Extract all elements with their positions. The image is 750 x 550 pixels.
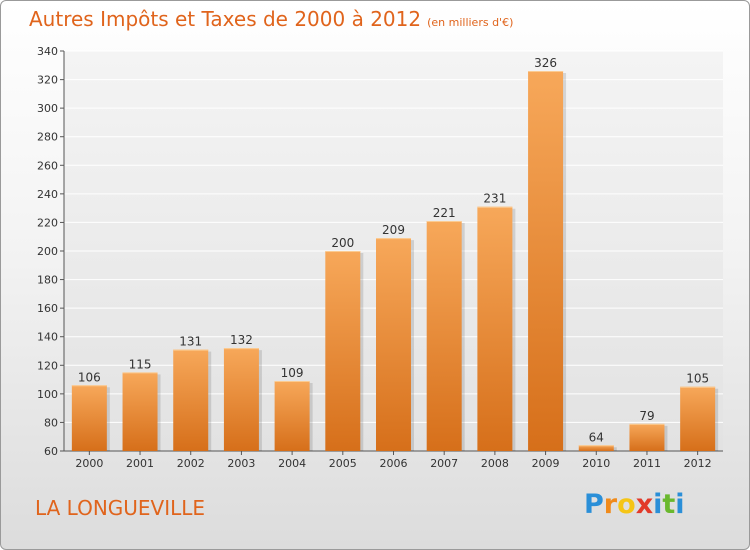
x-tick-label: 2002 — [177, 457, 205, 470]
x-tick-label: 2007 — [430, 457, 458, 470]
chart-title: Autres Impôts et Taxes de 2000 à 2012 (en… — [29, 7, 513, 31]
y-tick-label: 80 — [44, 416, 58, 429]
bar — [122, 372, 158, 451]
y-tick-label: 120 — [37, 359, 58, 372]
bar-value-label: 79 — [639, 409, 654, 423]
y-tick-label: 60 — [44, 445, 58, 458]
bar-value-label: 105 — [686, 372, 709, 386]
y-tick-label: 100 — [37, 388, 58, 401]
y-tick-label: 340 — [37, 45, 58, 58]
chart-title-text: Autres Impôts et Taxes de 2000 à 2012 — [29, 7, 422, 31]
bar-value-label: 64 — [589, 430, 604, 444]
y-tick-label: 220 — [37, 216, 58, 229]
x-tick-label: 2000 — [75, 457, 103, 470]
x-tick-label: 2009 — [532, 457, 560, 470]
bar — [528, 71, 564, 451]
bar — [274, 381, 310, 451]
bar — [477, 206, 513, 451]
bar-value-label: 131 — [179, 335, 202, 349]
y-tick-label: 300 — [37, 102, 58, 115]
bar — [680, 386, 716, 451]
x-tick-label: 2010 — [582, 457, 610, 470]
logo-letter: t — [662, 489, 676, 520]
y-tick-label: 280 — [37, 131, 58, 144]
y-tick-label: 240 — [37, 188, 58, 201]
proxiti-logo: Proxiti — [584, 489, 685, 520]
y-tick-label: 320 — [37, 74, 58, 87]
bar — [376, 238, 411, 451]
chart-unit: (en milliers d'€) — [427, 16, 514, 29]
logo-letter: P — [584, 489, 604, 520]
x-tick-label: 2005 — [329, 457, 357, 470]
logo-letter: x — [635, 489, 654, 520]
bar — [578, 445, 614, 451]
bar-value-label: 209 — [382, 223, 405, 237]
bar-value-label: 106 — [78, 370, 101, 384]
x-tick-label: 2011 — [633, 457, 661, 470]
bar — [71, 385, 107, 451]
bar-value-label: 132 — [230, 333, 253, 347]
x-tick-label: 2001 — [126, 457, 154, 470]
bar-value-label: 231 — [483, 192, 506, 206]
bar — [325, 251, 361, 451]
x-tick-label: 2004 — [278, 457, 306, 470]
bar — [629, 423, 665, 451]
bar — [223, 348, 259, 451]
bar-value-label: 326 — [534, 56, 557, 70]
bar-value-label: 109 — [281, 366, 304, 380]
logo-letter: o — [617, 489, 636, 520]
bar-value-label: 115 — [129, 357, 152, 371]
y-tick-label: 140 — [37, 331, 58, 344]
x-tick-label: 2012 — [684, 457, 712, 470]
y-tick-label: 160 — [37, 302, 58, 315]
x-tick-label: 2006 — [380, 457, 408, 470]
x-tick-label: 2003 — [227, 457, 255, 470]
y-tick-label: 200 — [37, 245, 58, 258]
logo-letter: i — [675, 489, 685, 520]
bar-value-label: 200 — [331, 236, 354, 250]
y-tick-label: 180 — [37, 274, 58, 287]
city-name: LA LONGUEVILLE — [35, 496, 206, 520]
logo-letter: i — [653, 489, 663, 520]
bar — [173, 349, 209, 451]
bar — [426, 221, 462, 451]
x-tick-label: 2008 — [481, 457, 509, 470]
bar-value-label: 221 — [433, 206, 456, 220]
logo-letter: r — [603, 489, 618, 520]
y-tick-label: 260 — [37, 159, 58, 172]
